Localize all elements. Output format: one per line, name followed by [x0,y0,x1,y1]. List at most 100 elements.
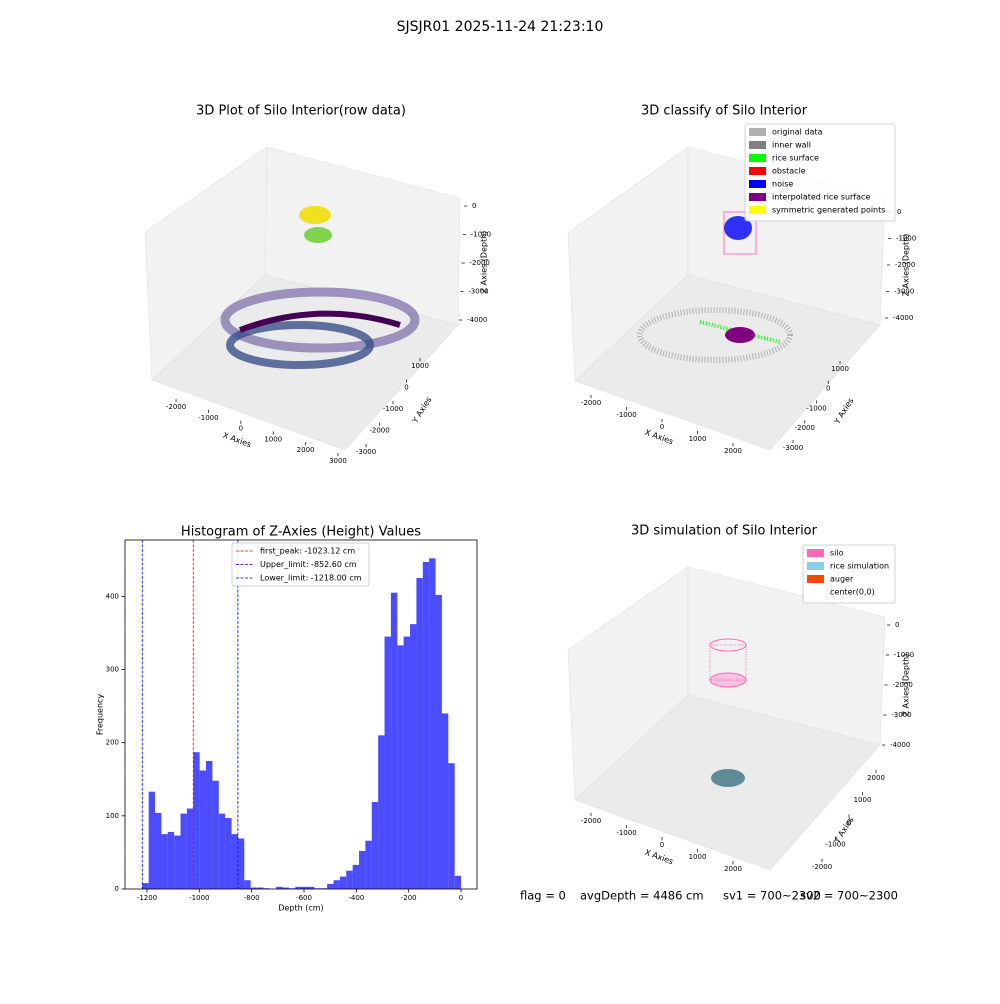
z-tick-label: -4000 [467,316,487,324]
y-tick-label: -2000 [369,427,389,435]
bar [282,887,289,889]
z-tick-label: -3000 [468,288,488,296]
legend-label: interpolated rice surface [772,193,870,202]
bar [295,886,302,889]
legend-label: symmetric generated points [772,206,885,215]
bar [384,636,391,889]
z-tick-label: -1000 [471,231,491,239]
y-tick-label: 0 [826,385,830,393]
bar [206,760,213,889]
chart-title: 3D simulation of Silo Interior [631,524,818,539]
legend-patch [749,128,766,136]
bar [308,886,315,889]
bar [161,834,168,889]
z-axis-label: Z Axies (Depth) [902,654,911,717]
x-axis-label: X Axies [644,848,675,867]
z-tick-label: 0 [472,202,476,210]
z-axis-label: Z Axies (Depth) [902,234,911,297]
footer-text: sv2 = 700~2300 [800,889,898,903]
y-axis-label: Y Axies [832,396,856,426]
x-tick-label: -400 [348,894,364,902]
x-tick-label: 1000 [689,435,707,443]
y-tick-label: -1000 [383,405,403,413]
bar [237,838,245,889]
bar [174,835,181,889]
footer-text: flag = 0 [520,889,566,903]
z-tick-label: -2000 [893,681,913,689]
bar [276,886,283,889]
bar [410,624,417,889]
bar [429,558,436,889]
z-tick-label: 0 [897,208,901,216]
z-tick-label: -1000 [896,234,916,242]
z-tick-label: -4000 [893,314,913,322]
x-tick-label: 1000 [264,435,282,443]
legend-patch [749,141,766,149]
x-tick-label: -1200 [137,894,157,902]
legend-label: center(0,0) [830,588,875,597]
x-tick-label: 1000 [689,853,707,861]
panel-box [567,566,886,871]
plot-frame [124,539,478,890]
y-tick-label: 0 [847,818,851,826]
z-tick-label: -4000 [890,741,910,749]
legend-label: silo [830,549,844,558]
y-tick-label: 200 [106,739,119,747]
x-tick-label: 0 [660,841,664,849]
bar [257,887,264,889]
x-tick-label: 0 [239,425,243,433]
chart-title: 3D Plot of Silo Interior(row data) [196,104,406,119]
legend-label: obstacle [772,167,806,176]
bar [346,870,353,889]
bar [416,578,423,889]
legend-label: original data [772,128,823,137]
bar [167,831,175,889]
y-tick-label: 1000 [831,365,849,373]
y-tick-label: 1000 [854,796,872,804]
x-tick-label: -800 [244,894,260,902]
legend-patch [749,154,766,162]
point-cloud [220,206,420,369]
legend-box [802,544,896,604]
x-tick-label: -1000 [616,829,636,837]
x-tick-label: 2000 [724,865,742,873]
bar [148,791,156,889]
z-tick-label: 0 [895,621,899,629]
y-tick-label: -1000 [825,841,845,849]
z-tick-label: -3000 [891,711,911,719]
bar [244,880,251,889]
y-axis-label: Y Axies [410,395,434,425]
y-tick-label: -1000 [806,404,826,412]
bar [365,840,372,889]
legend-label: first_peak: -1023.12 cm [260,547,355,556]
bar [378,735,385,889]
y-tick-label: -3000 [783,444,803,452]
z-tick-label: -2000 [470,259,490,267]
bar [186,808,194,889]
legend-label: Lower_limit: -1218.00 cm [260,574,362,583]
legend-label: rice simulation [830,562,889,571]
x-tick-label: 2000 [297,446,315,454]
legend-box [231,542,370,587]
legend-patch [749,193,766,201]
legend-label: noise [772,180,793,189]
legend-label: auger [830,575,854,584]
bar [193,752,200,889]
y-tick-label: 300 [106,666,119,674]
legend-patch [749,206,766,214]
bar [448,763,455,889]
bar [339,876,347,889]
bar [155,812,162,889]
y-tick-label: 400 [106,592,119,600]
x-tick-label: -2000 [581,399,601,407]
bar [142,883,149,889]
bar [327,883,334,889]
bar [250,887,258,889]
y-tick-label: 1000 [411,362,429,370]
legend-patch [749,167,766,175]
silo-shape [709,638,747,787]
bar [225,818,232,889]
legend-label: Upper_limit: -852.60 cm [260,560,357,569]
x-tick-label: -1000 [198,414,218,422]
